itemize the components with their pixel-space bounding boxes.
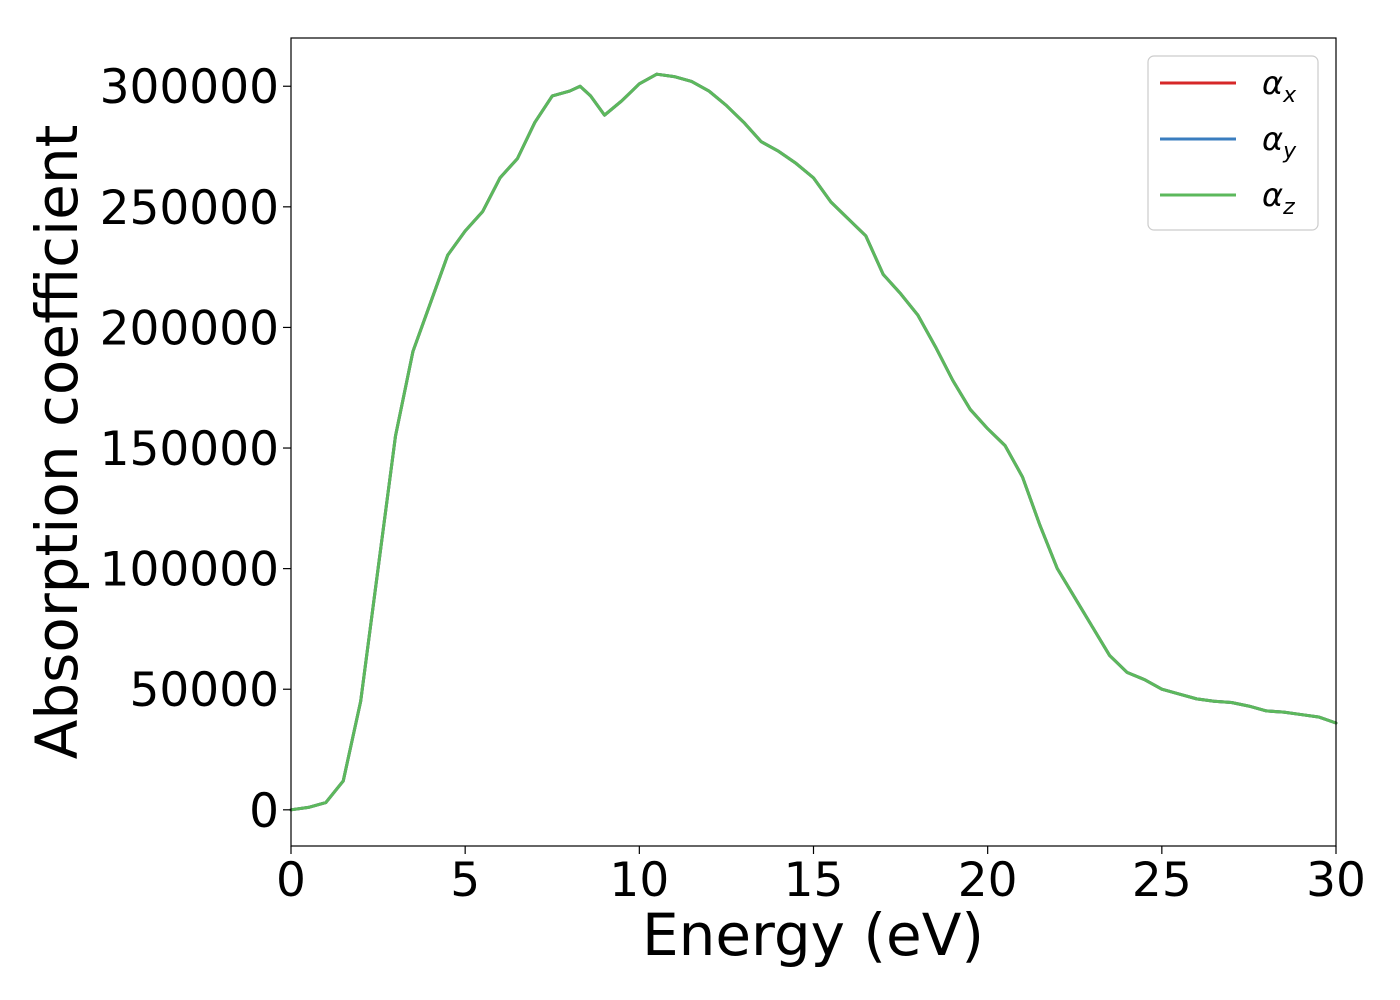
x-axis-label: Energy (eV) bbox=[642, 901, 984, 969]
legend-label-z: αz bbox=[1262, 176, 1295, 220]
y-tick-label: 0 bbox=[249, 784, 279, 839]
y-tick-label: 150000 bbox=[100, 422, 279, 477]
legend-label-symbol: α bbox=[1262, 64, 1283, 102]
x-tick-label: 30 bbox=[1306, 853, 1366, 908]
legend-label-symbol: α bbox=[1262, 176, 1283, 214]
series-line-z bbox=[289, 72, 1338, 812]
x-tick-label: 25 bbox=[1132, 853, 1192, 908]
x-tick-label: 10 bbox=[609, 853, 669, 908]
y-tick-label: 250000 bbox=[100, 181, 279, 236]
x-tick-label: 0 bbox=[276, 853, 306, 908]
legend-label-subscript: z bbox=[1282, 195, 1295, 220]
legend-box bbox=[1147, 55, 1319, 231]
legend-label-symbol: α bbox=[1262, 120, 1283, 158]
legend-label-subscript: x bbox=[1282, 83, 1297, 108]
plot-area: 0 5 10 15 20 25 30 0 50000 100000 150000 200000 2500… bbox=[100, 37, 1366, 908]
x-tick-label: 15 bbox=[784, 853, 844, 908]
y-axis-label: Absorption coefficient bbox=[23, 125, 91, 760]
y-tick-label: 50000 bbox=[129, 663, 279, 718]
x-tick-label: 5 bbox=[450, 853, 480, 908]
y-tick-label: 300000 bbox=[100, 60, 279, 115]
y-tick-label: 100000 bbox=[100, 543, 279, 598]
legend-label-y: αy bbox=[1262, 120, 1297, 164]
y-tick-label: 200000 bbox=[100, 301, 279, 356]
legend-label-subscript: y bbox=[1282, 139, 1297, 164]
legend-label-x: αx bbox=[1262, 64, 1297, 108]
x-tick-label: 20 bbox=[958, 853, 1018, 908]
